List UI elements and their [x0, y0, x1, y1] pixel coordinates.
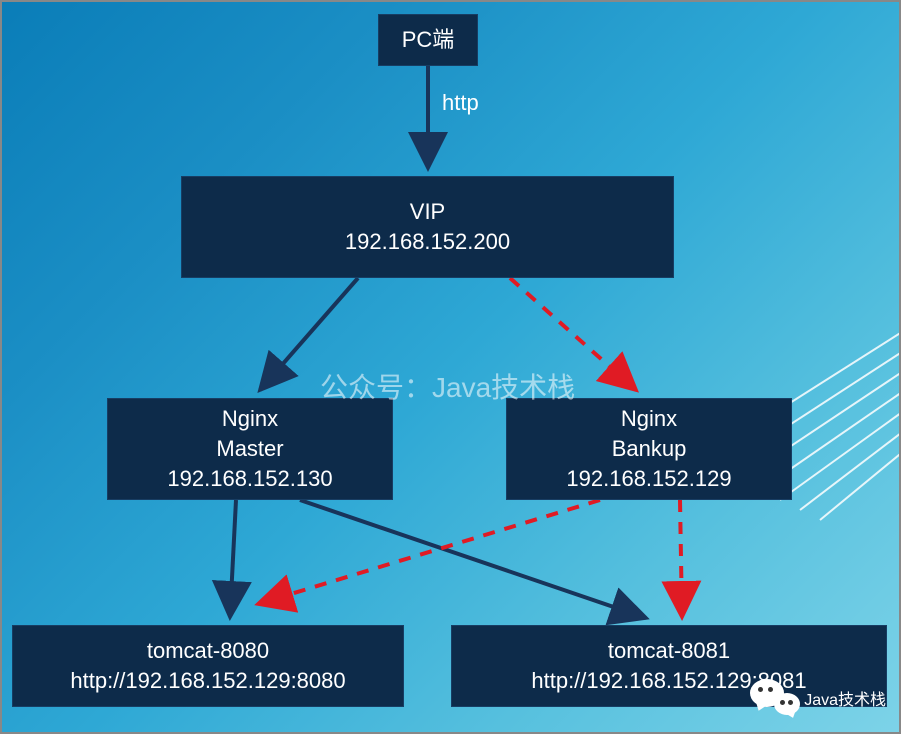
watermark-corner: Java技术栈	[750, 677, 886, 719]
node-tomcatA-line: http://192.168.152.129:8080	[70, 666, 345, 696]
edge-nginxM-tomcatA	[230, 500, 236, 617]
node-vip-line: 192.168.152.200	[345, 227, 510, 257]
node-nginxB-line: Nginx	[621, 404, 677, 434]
node-vip-line: VIP	[410, 197, 445, 227]
node-vip: VIP192.168.152.200	[181, 176, 674, 278]
node-pc: PC端	[378, 14, 478, 66]
edge-nginxB-tomcatA	[258, 500, 600, 604]
node-nginxB: NginxBankup192.168.152.129	[506, 398, 792, 500]
node-nginxB-line: Bankup	[612, 434, 687, 464]
edge-nginxB-tomcatB	[680, 500, 682, 617]
node-nginxB-line: 192.168.152.129	[566, 464, 731, 494]
node-tomcatA-line: tomcat-8080	[147, 636, 269, 666]
node-nginxM-line: Nginx	[222, 404, 278, 434]
node-tomcatB-line: tomcat-8081	[608, 636, 730, 666]
node-nginxM-line: Master	[216, 434, 283, 464]
watermark-corner-label: Java技术栈	[804, 686, 886, 710]
node-nginxM-line: 192.168.152.130	[167, 464, 332, 494]
edge-label-pc-vip: http	[442, 90, 479, 116]
watermark-center: 公众号：Java技术栈	[320, 366, 575, 406]
node-pc-line: PC端	[402, 25, 455, 55]
node-tomcatA: tomcat-8080http://192.168.152.129:8080	[12, 625, 404, 707]
node-nginxM: NginxMaster192.168.152.130	[107, 398, 393, 500]
wechat-icon	[750, 677, 800, 719]
edge-nginxM-tomcatB	[300, 500, 646, 618]
